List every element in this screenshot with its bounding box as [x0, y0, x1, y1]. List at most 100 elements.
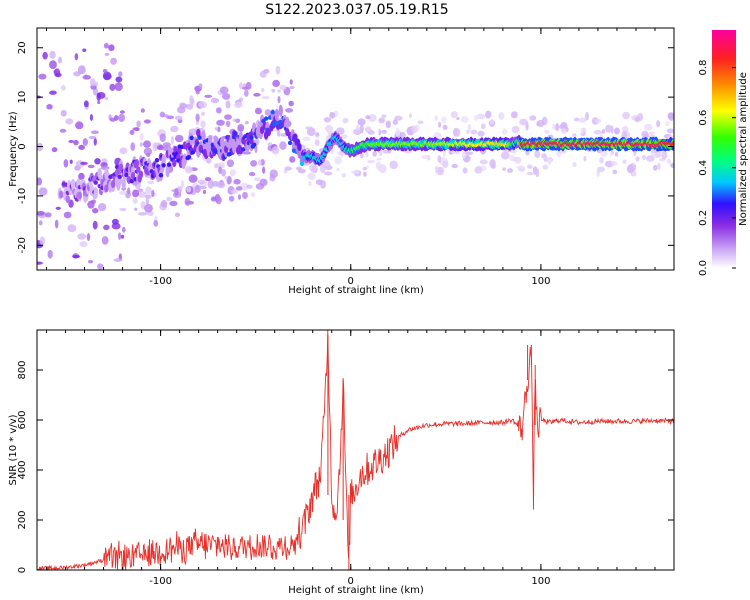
- spectrogram-frame: [36, 27, 675, 271]
- spectrogram-noise-cell: [93, 138, 97, 146]
- snr-y-tick-label: 400: [17, 460, 28, 479]
- spectrogram-noise-cell: [545, 157, 554, 163]
- spectrogram-noise-cell: [383, 149, 390, 154]
- spectrogram-noise-cell: [184, 166, 193, 174]
- spectrogram-noise-cell: [224, 114, 232, 120]
- spectrogram-noise-cell: [622, 111, 630, 120]
- spectrogram-noise-cell: [411, 125, 418, 134]
- spectrogram-noise-cell: [334, 156, 343, 165]
- spectrogram-noise-cell: [376, 157, 382, 161]
- spectrogram-noise-cell: [60, 84, 66, 91]
- spectrogram-noise-cell: [217, 126, 221, 133]
- spectrogram-noise-cell: [190, 97, 195, 106]
- spectrogram-noise-cell: [254, 144, 258, 154]
- spectrogram-noise-cell: [260, 88, 265, 93]
- spectrogram-noise-cell: [305, 126, 313, 130]
- spectrogram-noise-cell: [484, 110, 492, 119]
- spectrogram-noise-cell: [308, 173, 316, 180]
- spectrogram-noise-cell: [210, 97, 220, 104]
- spectrogram-noise-cell: [97, 202, 107, 212]
- spectrogram-ridge-cell: [285, 116, 290, 129]
- spectrogram-noise-cell: [144, 194, 152, 199]
- spectrogram-noise-cell: [151, 189, 155, 198]
- spectrogram-noise-cell: [169, 200, 178, 207]
- spectrogram-noise-cell: [139, 142, 143, 147]
- spectrogram-noise-cell: [88, 135, 97, 140]
- spectrogram-noise-cell: [233, 178, 241, 185]
- spectrogram-noise-cell: [170, 125, 179, 133]
- spectrogram-noise-cell: [184, 197, 191, 206]
- spectrogram-noise-cell: [101, 272, 109, 281]
- spectrogram-noise-cell: [79, 241, 88, 247]
- spectrogram-noise-cell: [215, 107, 222, 114]
- spectrogram-noise-cell: [289, 79, 293, 85]
- spectrogram-noise-cell: [143, 147, 153, 156]
- colorbar-tick-label: 0.0: [698, 260, 709, 276]
- spectrogram-y-tick-label: 10: [17, 91, 28, 104]
- spectrogram-noise-cell: [119, 207, 127, 211]
- spectrogram-noise-cell: [214, 163, 219, 169]
- spectrogram-noise-cell: [519, 118, 528, 126]
- spectrogram-noise-cell: [656, 120, 661, 128]
- spectrogram-noise-cell: [259, 178, 268, 187]
- chart-title: S122.2023.037.05.19.R15: [265, 2, 448, 18]
- snr-frame: [36, 329, 675, 571]
- spectrogram-noise-cell: [408, 113, 412, 119]
- spectrogram-noise-cell: [207, 179, 214, 189]
- spectrogram-ridge-cell: [158, 172, 164, 178]
- spectrogram-noise-cell: [121, 226, 126, 233]
- spectrogram-noise-cell: [585, 111, 589, 121]
- spectrogram-ridge-cell: [104, 184, 109, 193]
- spectrogram-noise-cell: [51, 147, 58, 153]
- spectrogram-noise-cell: [63, 211, 72, 219]
- spectrogram-noise-cell: [271, 88, 276, 93]
- spectrogram-noise-cell: [653, 164, 658, 171]
- spectrogram-noise-cell: [198, 83, 203, 89]
- spectrogram-noise-cell: [166, 196, 172, 202]
- spectrogram-noise-cell: [53, 69, 58, 74]
- spectrogram-noise-cell: [104, 52, 110, 56]
- spectrogram-ridge-cell: [70, 178, 76, 191]
- spectrogram-noise-cell: [288, 100, 294, 107]
- spectrogram-ridge-cell: [97, 167, 102, 180]
- snr-x-tick-label: 100: [531, 576, 550, 587]
- spectrogram-noise-cell: [555, 123, 560, 132]
- spectrogram-noise-cell: [94, 158, 101, 165]
- spectrogram-noise-cell: [365, 165, 369, 169]
- spectrogram-noise-cell: [341, 172, 347, 178]
- spectrogram-noise-cell: [285, 107, 294, 113]
- spectrogram-noise-cell: [442, 160, 449, 169]
- snr-plot-area: [37, 330, 674, 570]
- spectrogram-noise-cell: [395, 128, 401, 137]
- spectrogram-noise-cell: [106, 302, 114, 307]
- spectrogram-noise-cell: [477, 130, 485, 137]
- spectrogram-noise-cell: [244, 120, 249, 125]
- spectrogram-x-tick-label: -100: [149, 276, 172, 287]
- spectrogram-noise-cell: [116, 311, 125, 316]
- spectrogram-noise-cell: [389, 160, 398, 170]
- spectrogram-ridge-cell: [77, 191, 82, 200]
- spectrogram-ridge-cell: [196, 128, 201, 137]
- spectrogram-noise-cell: [637, 113, 644, 122]
- spectrogram-noise-cell: [38, 73, 47, 80]
- spectrogram-noise-cell: [101, 235, 109, 245]
- spectrogram-noise-cell: [466, 129, 470, 135]
- spectrogram-noise-cell: [558, 124, 567, 130]
- spectrogram-noise-cell: [216, 182, 226, 189]
- spectrogram-noise-cell: [535, 168, 540, 178]
- spectrogram-noise-cell: [526, 171, 534, 176]
- spectrogram-ridge-cell: [251, 142, 257, 147]
- spectrogram-y-tick-label: 0: [17, 143, 28, 149]
- spectrogram-noise-cell: [38, 187, 48, 196]
- spectrogram-noise-cell: [470, 129, 478, 135]
- spectrogram-noise-cell: [267, 142, 273, 146]
- spectrogram-noise-cell: [417, 120, 424, 125]
- spectrogram-noise-cell: [204, 94, 213, 98]
- spectrogram-noise-cell: [462, 167, 468, 174]
- spectrogram-noise-cell: [146, 153, 151, 157]
- spectrogram-noise-cell: [197, 179, 206, 185]
- spectrogram-ridge-cell: [65, 195, 71, 204]
- spectrogram-noise-cell: [642, 154, 646, 161]
- spectrogram-noise-cell: [253, 92, 261, 97]
